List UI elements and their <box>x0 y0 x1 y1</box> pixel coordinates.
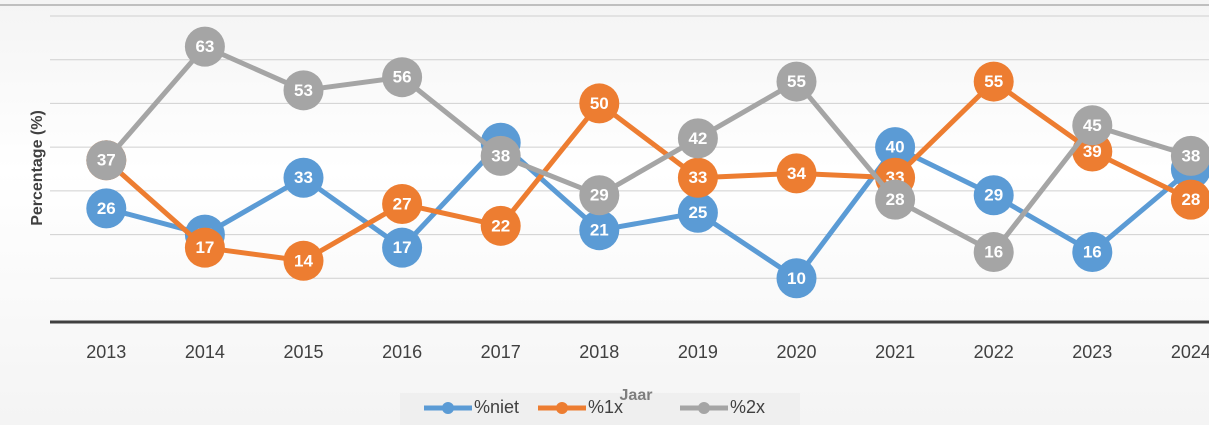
x-tick-label: 2023 <box>1072 342 1112 362</box>
data-label: 17 <box>393 238 412 257</box>
data-label: 28 <box>886 190 905 209</box>
data-label: 22 <box>491 216 510 235</box>
data-point <box>677 157 718 198</box>
data-label: 26 <box>97 199 116 218</box>
data-point <box>677 192 718 233</box>
legend-marker <box>698 402 710 414</box>
x-tick-label: 2016 <box>382 342 422 362</box>
data-label: 53 <box>294 81 313 100</box>
data-point <box>973 61 1014 102</box>
data-point <box>875 127 916 168</box>
legend-label: %1x <box>588 397 623 417</box>
data-point <box>973 175 1014 216</box>
data-point <box>579 83 620 124</box>
data-label: 33 <box>294 168 313 187</box>
data-label: 56 <box>393 68 412 87</box>
data-label: 37 <box>97 151 116 170</box>
data-label: 21 <box>590 221 609 240</box>
x-tick-label: 2018 <box>579 342 619 362</box>
x-tick-label: 2017 <box>481 342 521 362</box>
legend-label: %niet <box>474 397 519 417</box>
legend-label: %2x <box>730 397 765 417</box>
x-tick-label: 2015 <box>283 342 323 362</box>
y-axis-title: Percentage (%) <box>29 110 46 226</box>
data-label: 40 <box>886 138 905 157</box>
data-point <box>480 205 521 246</box>
data-label: 16 <box>1083 243 1102 262</box>
x-tick-label: 2013 <box>86 342 126 362</box>
data-point <box>579 210 620 251</box>
data-point <box>480 135 521 176</box>
data-point <box>283 70 324 111</box>
data-label: 63 <box>195 37 214 56</box>
data-point <box>283 240 324 281</box>
data-point <box>776 258 817 299</box>
x-tick-label: 2022 <box>974 342 1014 362</box>
x-tick-label: 2021 <box>875 342 915 362</box>
data-label: 45 <box>1083 116 1102 135</box>
data-point <box>677 118 718 159</box>
data-point <box>382 183 423 224</box>
data-label: 42 <box>688 129 707 148</box>
data-point <box>1072 105 1113 146</box>
data-label: 28 <box>1181 190 1200 209</box>
data-label: 29 <box>984 186 1003 205</box>
x-tick-label: 2014 <box>185 342 225 362</box>
data-point <box>1072 232 1113 273</box>
data-point <box>86 140 127 181</box>
data-label: 25 <box>688 203 707 222</box>
data-label: 29 <box>590 186 609 205</box>
data-label: 39 <box>1083 142 1102 161</box>
data-label: 33 <box>688 168 707 187</box>
data-label: 55 <box>984 72 1003 91</box>
x-axis-title: Jaar <box>620 387 653 404</box>
data-point <box>382 57 423 98</box>
x-tick-label: 2024 <box>1171 342 1209 362</box>
data-point <box>1170 179 1209 220</box>
data-point <box>382 227 423 268</box>
x-tick-label: 2020 <box>776 342 816 362</box>
data-label: 38 <box>491 146 510 165</box>
data-point <box>283 157 324 198</box>
data-point <box>86 188 127 229</box>
data-label: 38 <box>1181 146 1200 165</box>
data-label: 10 <box>787 269 806 288</box>
data-point <box>973 232 1014 273</box>
data-point <box>776 61 817 102</box>
data-label: 55 <box>787 72 806 91</box>
data-label: 16 <box>984 243 1003 262</box>
data-point <box>875 179 916 220</box>
data-label: 17 <box>195 238 214 257</box>
data-point <box>1170 135 1209 176</box>
data-label: 27 <box>393 194 412 213</box>
x-tick-label: 2019 <box>678 342 718 362</box>
legend-marker <box>442 402 454 414</box>
data-point <box>776 153 817 194</box>
data-point <box>184 227 225 268</box>
data-point <box>579 175 620 216</box>
data-label: 50 <box>590 94 609 113</box>
data-point <box>184 26 225 67</box>
data-label: 34 <box>787 164 806 183</box>
legend-marker <box>556 402 568 414</box>
series-line <box>104 79 1192 264</box>
data-label: 14 <box>294 251 313 270</box>
